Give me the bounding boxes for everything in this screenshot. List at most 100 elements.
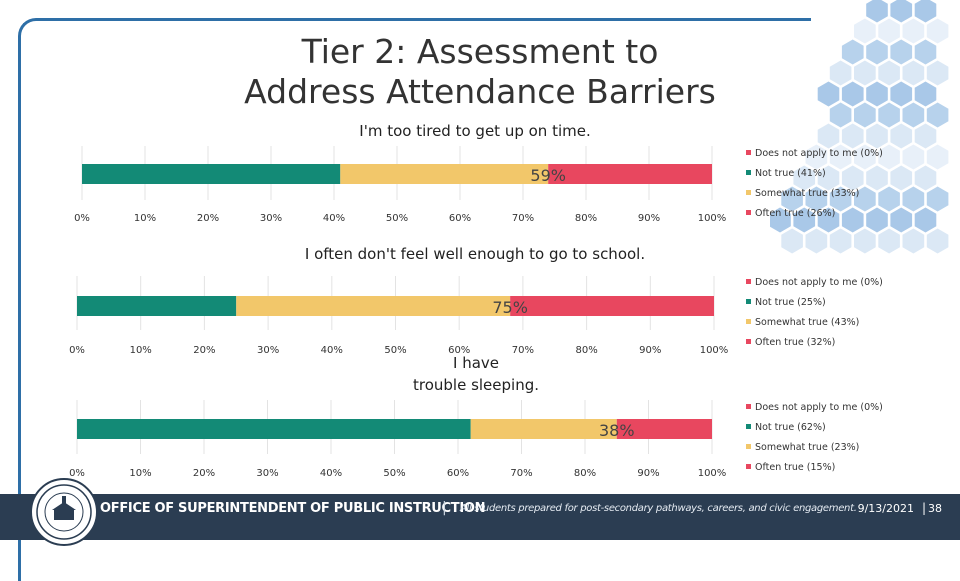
hexagon-shape: [866, 207, 888, 233]
chart-title: I have trouble sleeping.: [413, 354, 539, 394]
legend-label: Not true (25%): [755, 297, 826, 308]
legend-label: Often true (26%): [755, 208, 835, 219]
legend-label: Somewhat true (23%): [755, 442, 859, 453]
hexagon-shape: [926, 228, 949, 254]
hexagon-shape: [866, 81, 888, 107]
legend-label: Does not apply to me (0%): [755, 148, 883, 159]
bar-segment: [82, 164, 341, 184]
x-tick-label: 50%: [386, 213, 408, 224]
x-tick-label: 40%: [321, 345, 343, 356]
x-tick-label: 40%: [323, 213, 345, 224]
hexagon-shape: [829, 60, 852, 86]
hexagon-shape: [902, 144, 925, 170]
hexagon-shape: [781, 228, 803, 254]
hexagon-shape: [878, 186, 900, 212]
legend-label: Not true (41%): [755, 168, 826, 179]
page-number: 38: [928, 502, 942, 515]
hexagon-shape: [902, 60, 925, 86]
chart-title: I'm too tired to get up on time.: [359, 122, 590, 140]
x-tick-label: 90%: [637, 468, 659, 479]
bar-segment: [510, 296, 714, 316]
legend-label: Not true (62%): [755, 422, 826, 433]
hexagon-shape: [878, 60, 900, 86]
legend-swatch: [746, 279, 751, 284]
x-tick-label: 90%: [638, 213, 660, 224]
data-label: 38%: [599, 421, 635, 440]
hexagon-shape: [926, 60, 949, 86]
x-tick-label: 10%: [130, 345, 152, 356]
hexagon-shape: [902, 18, 925, 44]
hexagon-shape: [841, 123, 864, 149]
legend-swatch: [746, 464, 751, 469]
slide-date: 9/13/2021: [857, 502, 914, 515]
hexagon-shape: [902, 102, 925, 128]
hexagon-shape: [866, 0, 888, 23]
data-label: 75%: [492, 298, 528, 317]
legend-swatch: [746, 299, 751, 304]
hexagon-shape: [902, 228, 925, 254]
hexagon-shape: [878, 228, 900, 254]
slide-title-line2: Address Attendance Barriers: [244, 72, 716, 111]
hexagon-shape: [866, 39, 888, 65]
hexagon-shape: [805, 144, 828, 170]
page-separator: |: [921, 501, 926, 515]
hexagon-shape: [902, 186, 925, 212]
hexagon-shape: [890, 165, 913, 191]
x-tick-label: 50%: [383, 468, 405, 479]
legend-label: Often true (15%): [755, 462, 835, 473]
hexagon-shape: [878, 102, 900, 128]
hexagon-shape: [829, 186, 852, 212]
hexagon-shape: [890, 0, 913, 23]
hexagon-shape: [878, 18, 900, 44]
bar-segment: [236, 296, 511, 316]
hexagon-shape: [890, 39, 913, 65]
hexagon-shape: [841, 81, 864, 107]
x-tick-label: 60%: [447, 468, 469, 479]
footer-bar: OFFICE OF SUPERINTENDENT OF PUBLIC INSTR…: [0, 494, 960, 524]
hexagon-shape: [793, 207, 816, 233]
slide-frame: [18, 18, 811, 581]
x-tick-label: 80%: [575, 213, 597, 224]
hexagon-shape: [878, 144, 900, 170]
hexagon-shape: [817, 207, 840, 233]
footer-band: [0, 524, 960, 540]
bar-segment: [470, 419, 617, 439]
hexagon-shape: [914, 0, 937, 23]
chart-title: I often don't feel well enough to go to …: [305, 245, 645, 263]
hexagon-shape: [793, 165, 816, 191]
hexagon-shape: [841, 165, 864, 191]
hexagon-shape: [854, 18, 876, 44]
x-tick-label: 100%: [700, 345, 729, 356]
x-tick-label: 10%: [129, 468, 151, 479]
hexagon-shape: [926, 102, 949, 128]
x-tick-label: 70%: [512, 213, 534, 224]
x-tick-label: 60%: [449, 213, 471, 224]
legend-swatch: [746, 210, 751, 215]
footer-tagline: All students prepared for post-secondary…: [460, 503, 857, 514]
hexagon-shape: [890, 123, 913, 149]
legend-swatch: [746, 190, 751, 195]
slide-title: Tier 2: Assessment to Address Attendance…: [230, 32, 730, 112]
hexagon-shape: [890, 207, 913, 233]
x-tick-label: 50%: [384, 345, 406, 356]
hexagon-shape: [854, 102, 876, 128]
bar-segment: [77, 296, 237, 316]
x-tick-label: 60%: [448, 345, 470, 356]
x-tick-label: 90%: [639, 345, 661, 356]
bar-segment: [548, 164, 712, 184]
hexagon-shape: [829, 144, 852, 170]
data-label: 59%: [530, 166, 566, 185]
hexagon-pattern: [770, 0, 949, 254]
x-tick-label: 30%: [260, 213, 282, 224]
legend-label: Somewhat true (33%): [755, 188, 859, 199]
slide-title-line1: Tier 2: Assessment to: [301, 32, 659, 71]
stacked-bar-charts: I'm too tired to get up on time. 59% 0% 10%…: [69, 122, 883, 479]
bar-segment: [340, 164, 549, 184]
hexagon-shape: [841, 207, 864, 233]
legend-label: Often true (32%): [755, 337, 835, 348]
hexagon-shape: [866, 123, 888, 149]
bar-segment: [77, 419, 471, 439]
hexagon-shape: [829, 228, 852, 254]
legend-swatch: [746, 339, 751, 344]
x-tick-label: 20%: [193, 468, 215, 479]
